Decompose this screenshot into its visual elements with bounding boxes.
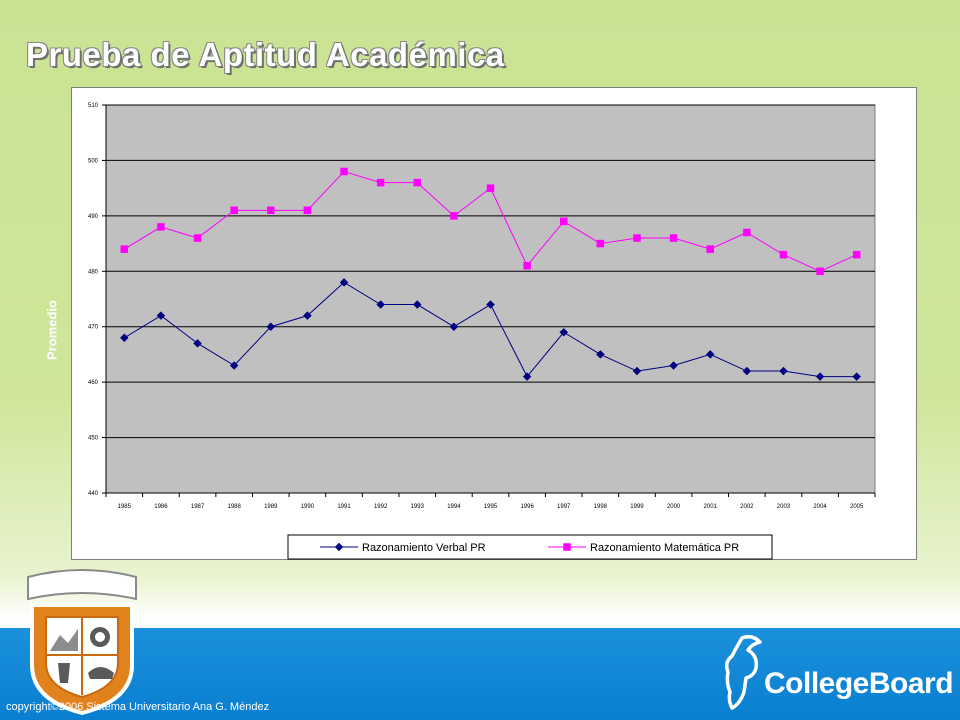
data-point-verbal bbox=[486, 300, 495, 309]
x-tick-label: 2002 bbox=[740, 504, 754, 510]
data-point-verbal bbox=[779, 366, 788, 376]
legend-marker-verbal bbox=[334, 542, 344, 552]
data-point-math bbox=[157, 223, 165, 231]
data-point-math bbox=[230, 206, 238, 215]
data-point-verbal bbox=[705, 350, 715, 359]
data-point-math bbox=[486, 184, 495, 192]
data-point-verbal bbox=[852, 372, 862, 381]
data-point-math bbox=[523, 261, 531, 270]
y-tick-label: 510 bbox=[88, 103, 99, 109]
y-tick-label: 450 bbox=[88, 436, 99, 442]
data-point-verbal bbox=[559, 327, 569, 337]
data-point-verbal bbox=[412, 300, 422, 309]
x-tick-label: 1999 bbox=[630, 504, 644, 510]
data-point-math bbox=[706, 245, 714, 253]
data-point-verbal bbox=[266, 322, 276, 332]
data-point-verbal bbox=[156, 311, 166, 320]
x-tick-label: 1994 bbox=[447, 504, 461, 510]
x-tick-label: 2005 bbox=[850, 504, 864, 510]
copyright-text: copyright©2006 Sistema Universitario Ana… bbox=[6, 701, 270, 713]
x-tick-label: 1993 bbox=[411, 504, 425, 510]
x-tick-label: 1992 bbox=[374, 504, 388, 510]
data-point-math bbox=[559, 217, 568, 226]
x-tick-label: 1989 bbox=[264, 504, 278, 510]
data-point-verbal bbox=[376, 300, 385, 309]
data-point-verbal bbox=[303, 311, 312, 320]
y-tick-label: 480 bbox=[88, 269, 99, 275]
x-tick-label: 1996 bbox=[520, 504, 534, 510]
x-tick-label: 1986 bbox=[154, 504, 168, 510]
collegeboard-logo-text: CollegeBoard bbox=[764, 667, 954, 700]
data-point-verbal bbox=[339, 278, 349, 287]
x-tick-label: 2001 bbox=[704, 504, 718, 510]
data-point-verbal bbox=[449, 322, 459, 332]
data-point-verbal bbox=[522, 372, 532, 381]
data-point-verbal bbox=[815, 372, 825, 381]
data-point-math bbox=[120, 245, 129, 253]
data-point-math bbox=[450, 212, 458, 220]
data-point-math bbox=[852, 250, 861, 259]
y-axis-label: Promedio bbox=[44, 300, 60, 360]
x-tick-label: 1991 bbox=[337, 504, 351, 510]
data-point-math bbox=[413, 178, 422, 187]
data-point-verbal bbox=[742, 366, 752, 376]
data-point-math bbox=[596, 239, 605, 248]
data-point-verbal bbox=[632, 366, 642, 376]
data-point-math bbox=[193, 234, 202, 242]
data-point-verbal bbox=[596, 350, 605, 359]
legend-label-verbal: Razonamiento Verbal PR bbox=[362, 542, 486, 554]
slide-title: Prueba de Aptitud Académica bbox=[26, 36, 505, 73]
data-point-math bbox=[743, 228, 751, 237]
x-tick-label: 1998 bbox=[594, 504, 608, 510]
legend-label-math: Razonamiento Matemática PR bbox=[590, 542, 739, 554]
x-tick-label: 2000 bbox=[667, 504, 681, 510]
data-point-math bbox=[267, 206, 275, 215]
plot-area bbox=[105, 104, 876, 494]
x-tick-label: 1987 bbox=[191, 504, 205, 510]
y-tick-label: 470 bbox=[88, 325, 99, 331]
y-tick-label: 460 bbox=[88, 380, 99, 386]
data-point-verbal bbox=[193, 338, 202, 348]
x-tick-label: 1995 bbox=[484, 504, 498, 510]
data-point-math bbox=[340, 167, 348, 176]
data-point-verbal bbox=[119, 333, 129, 343]
y-tick-label: 500 bbox=[88, 158, 99, 164]
data-point-verbal bbox=[669, 361, 678, 370]
data-point-math bbox=[816, 267, 824, 276]
legend-marker-math bbox=[563, 543, 571, 551]
footer-band bbox=[0, 628, 960, 720]
x-tick-label: 1990 bbox=[301, 504, 315, 510]
x-tick-label: 1985 bbox=[118, 504, 132, 510]
x-tick-label: 1988 bbox=[227, 504, 241, 510]
data-point-math bbox=[303, 206, 312, 215]
data-point-verbal bbox=[229, 361, 239, 370]
legend bbox=[287, 534, 773, 560]
data-point-math bbox=[779, 250, 788, 259]
data-point-math bbox=[376, 178, 385, 187]
data-point-math bbox=[633, 234, 641, 242]
data-point-math bbox=[669, 234, 678, 242]
x-tick-label: 2003 bbox=[777, 504, 791, 510]
x-tick-label: 1997 bbox=[557, 504, 571, 510]
y-tick-label: 440 bbox=[88, 491, 99, 497]
y-tick-label: 490 bbox=[88, 214, 99, 220]
x-tick-label: 2004 bbox=[813, 504, 827, 510]
university-seal-icon bbox=[27, 569, 137, 715]
collegeboard-acorn-icon bbox=[724, 634, 762, 710]
